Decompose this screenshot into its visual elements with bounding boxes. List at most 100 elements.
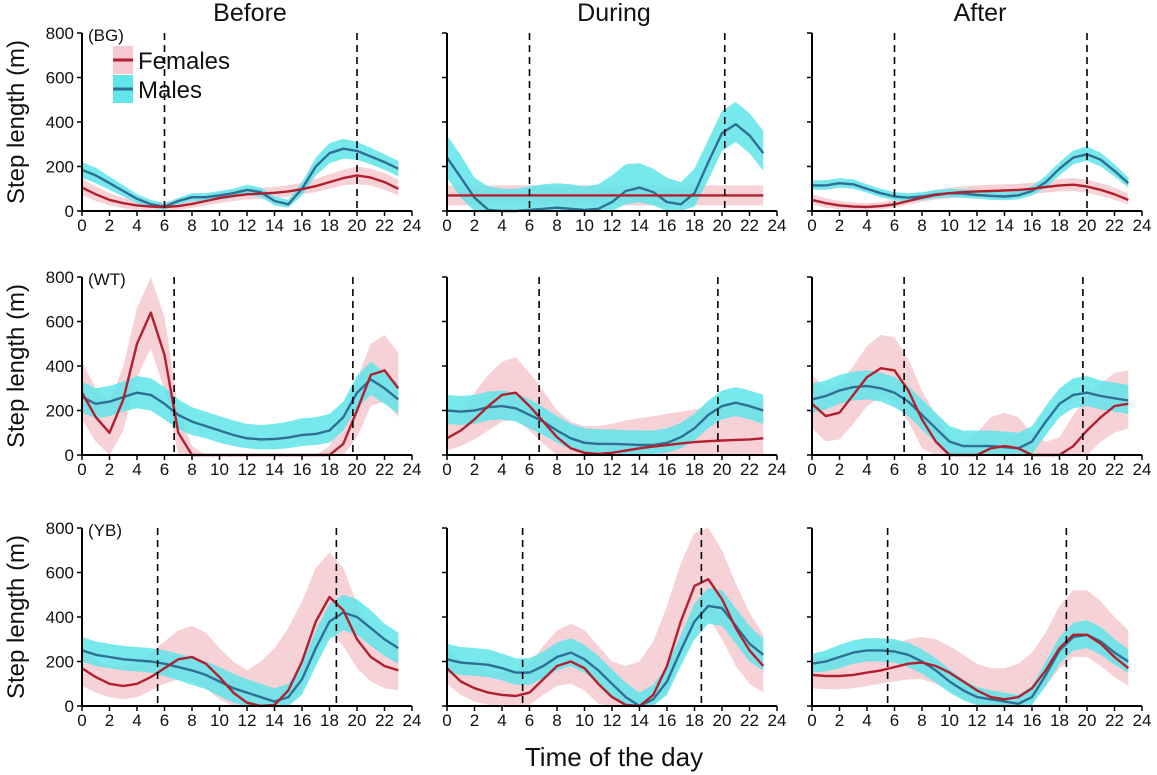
legend-females-label: Females <box>138 48 230 75</box>
females-confidence-band <box>82 166 399 211</box>
x-tick-label: 4 <box>132 460 141 479</box>
x-tick-label: 2 <box>470 711 479 730</box>
column-titles: Before During After <box>213 0 1006 27</box>
x-tick-label: 14 <box>995 216 1014 235</box>
x-tick-label: 4 <box>132 711 141 730</box>
males-confidence-band <box>812 620 1129 706</box>
males-mean-line <box>81 378 400 441</box>
x-tick-label: 14 <box>630 216 649 235</box>
x-tick-label: 22 <box>375 711 394 730</box>
x-tick-label: 8 <box>552 216 561 235</box>
x-tick-label: 8 <box>917 460 926 479</box>
x-tick-label: 14 <box>995 711 1014 730</box>
x-tick-label: 14 <box>630 460 649 479</box>
x-tick-label: 8 <box>917 216 926 235</box>
y-tick-label: 0 <box>65 446 74 465</box>
y-axis-label-row-1: Step length (m) <box>3 40 30 204</box>
y-tick-label: 0 <box>65 697 74 716</box>
males-mean-line <box>811 384 1129 450</box>
x-tick-label: 8 <box>552 460 561 479</box>
x-tick-label: 8 <box>917 711 926 730</box>
x-tick-label: 16 <box>293 711 312 730</box>
x-tick-label: 14 <box>265 460 284 479</box>
x-tick-label: 12 <box>968 216 987 235</box>
x-tick-label: 6 <box>890 460 899 479</box>
x-tick-label: 22 <box>1105 460 1124 479</box>
y-tick-label: 800 <box>46 519 74 538</box>
column-title-before: Before <box>213 0 287 27</box>
x-tick-label: 20 <box>1078 460 1097 479</box>
x-tick-label: 16 <box>293 216 312 235</box>
x-tick-label: 0 <box>442 711 451 730</box>
x-tick-label: 12 <box>238 460 257 479</box>
males-confidence-band <box>82 138 399 210</box>
x-tick-label: 24 <box>403 711 422 730</box>
x-tick-label: 24 <box>1133 216 1152 235</box>
panel-yb-during: 0 2 4 6 8 10 12 14 16 18 20 22 24 <box>442 527 786 730</box>
x-tick-label: 10 <box>210 216 229 235</box>
x-tick-label: 4 <box>132 216 141 235</box>
x-tick-label: 24 <box>768 216 787 235</box>
x-tick-label: 6 <box>160 460 169 479</box>
x-tick-label: 18 <box>685 460 704 479</box>
x-tick-label: 14 <box>995 460 1014 479</box>
x-tick-label: 18 <box>685 711 704 730</box>
x-tick-label: 2 <box>835 711 844 730</box>
x-tick-label: 14 <box>265 216 284 235</box>
males-confidence-band <box>82 594 399 706</box>
x-tick-label: 10 <box>940 216 959 235</box>
males-confidence-band <box>447 102 764 211</box>
x-tick-label: 18 <box>1050 711 1069 730</box>
x-tick-label: 14 <box>630 711 649 730</box>
y-axis-label-row-2: Step length (m) <box>3 284 30 448</box>
x-tick-label: 22 <box>740 216 759 235</box>
x-tick-label: 2 <box>105 216 114 235</box>
y-tick-label: 800 <box>46 268 74 287</box>
x-tick-label: 10 <box>940 711 959 730</box>
x-tick-label: 12 <box>603 216 622 235</box>
x-tick-label: 4 <box>862 711 871 730</box>
x-tick-label: 0 <box>807 460 816 479</box>
x-tick-label: 6 <box>890 711 899 730</box>
x-tick-label: 24 <box>403 460 422 479</box>
x-tick-label: 6 <box>525 216 534 235</box>
females-confidence-band <box>812 334 1129 455</box>
x-tick-label: 20 <box>713 216 732 235</box>
x-tick-label: 8 <box>552 711 561 730</box>
x-tick-label: 18 <box>320 216 339 235</box>
panel-yb-after: 0 2 4 6 8 10 12 14 16 18 20 22 24 <box>807 527 1151 730</box>
column-title-during: During <box>577 0 651 27</box>
x-tick-label: 16 <box>293 460 312 479</box>
x-tick-label: 20 <box>348 460 367 479</box>
x-tick-label: 6 <box>160 711 169 730</box>
x-tick-label: 6 <box>160 216 169 235</box>
x-tick-label: 10 <box>940 460 959 479</box>
x-tick-label: 2 <box>470 216 479 235</box>
x-tick-label: 2 <box>835 460 844 479</box>
females-confidence-band <box>447 528 764 706</box>
x-tick-label: 22 <box>740 460 759 479</box>
x-tick-label: 2 <box>470 460 479 479</box>
x-tick-label: 12 <box>238 216 257 235</box>
x-tick-label: 12 <box>968 460 987 479</box>
x-tick-label: 16 <box>658 216 677 235</box>
x-tick-label: 0 <box>442 460 451 479</box>
x-tick-label: 16 <box>1023 216 1042 235</box>
y-axis-labels: Step length (m) Step length (m) Step len… <box>3 40 30 699</box>
panel-wt-during: 0 2 4 6 8 10 12 14 16 18 20 22 24 <box>442 276 786 479</box>
males-mean-line <box>446 604 765 708</box>
y-tick-label: 400 <box>46 357 74 376</box>
x-tick-label: 22 <box>740 711 759 730</box>
x-tick-label: 0 <box>77 460 86 479</box>
x-tick-label: 18 <box>685 216 704 235</box>
x-axis-label: Time of the day <box>525 742 703 772</box>
x-tick-label: 0 <box>807 711 816 730</box>
y-tick-label: 400 <box>46 608 74 627</box>
panel-wt-after: 0 2 4 6 8 10 12 14 16 18 20 22 24 <box>807 276 1151 479</box>
x-tick-label: 4 <box>497 216 506 235</box>
legend-males-label: Males <box>138 77 202 104</box>
